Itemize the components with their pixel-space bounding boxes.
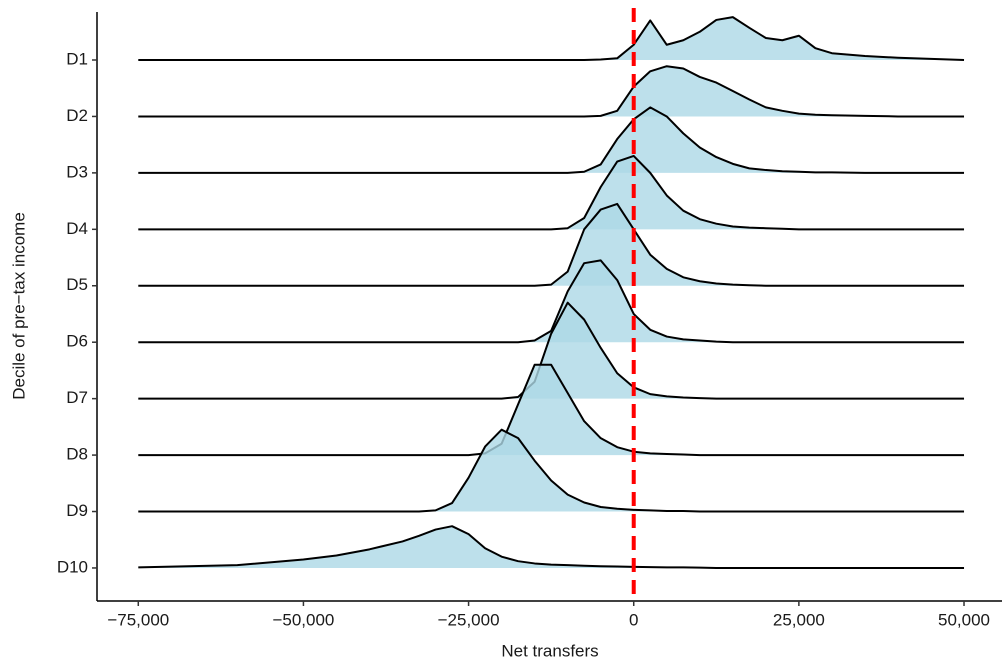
y-tick-label: D10	[57, 557, 88, 576]
y-tick-label: D2	[66, 106, 88, 125]
ridge-line	[138, 525, 965, 569]
x-tick-label: 50,000	[938, 610, 990, 629]
x-tick-label: 25,000	[773, 610, 825, 629]
ridge-area	[138, 429, 965, 512]
ridge-line	[138, 259, 965, 344]
ridge-line	[138, 16, 965, 61]
ridge-area	[138, 364, 965, 456]
ridge-line	[138, 106, 965, 174]
ridge-line	[138, 202, 965, 287]
y-tick-label: D1	[66, 49, 88, 68]
y-tick-label: D6	[66, 332, 88, 351]
ridge-area	[138, 17, 965, 60]
ridge-line	[138, 301, 965, 400]
y-tick-label: D8	[66, 445, 88, 464]
y-axis-label: Decile of pre−tax income	[9, 212, 28, 400]
ridge-line	[138, 65, 965, 118]
ridge-line	[138, 154, 965, 231]
y-tick-label: D7	[66, 388, 88, 407]
y-tick-label: D9	[66, 501, 88, 520]
ridge-area	[138, 155, 965, 230]
x-axis-label: Net transfers	[501, 641, 598, 660]
x-tick-label: −25,000	[438, 610, 500, 629]
x-tick-label: 0	[629, 610, 638, 629]
ridge-line	[138, 428, 965, 513]
y-tick-label: D4	[66, 219, 88, 238]
y-tick-label: D3	[66, 162, 88, 181]
y-tick-label: D5	[66, 275, 88, 294]
x-tick-label: −75,000	[107, 610, 169, 629]
ridge-line	[138, 363, 965, 457]
ridge-area	[138, 302, 965, 399]
ridge-area	[138, 203, 965, 286]
ridge-area	[138, 526, 965, 568]
ridge-area	[138, 66, 965, 117]
x-tick-label: −50,000	[272, 610, 334, 629]
